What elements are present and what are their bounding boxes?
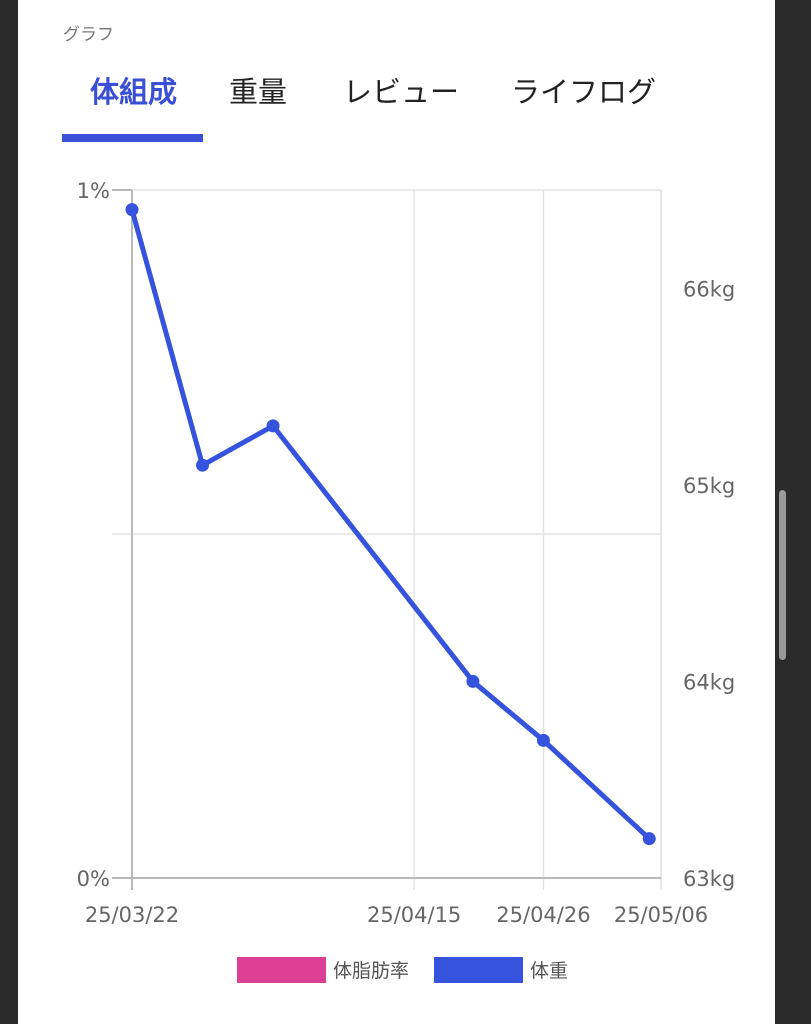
- graph-card: [18, 0, 775, 1024]
- tab-body-composition[interactable]: 体組成: [90, 75, 178, 109]
- weight-series-line: [129, 207, 652, 842]
- x-tick-label: 25/03/22: [85, 903, 179, 927]
- active-tab-indicator: [62, 134, 203, 142]
- section-label: グラフ: [63, 25, 114, 45]
- y-right-tick-label: 65kg: [683, 474, 735, 498]
- weight-data-point: [642, 832, 656, 846]
- chart-legend[interactable]: 体脂肪率 体重: [237, 957, 568, 983]
- y-right-tick-label: 63kg: [683, 867, 735, 891]
- x-tick-label: 25/05/06: [614, 903, 708, 927]
- y-right-tick-label: 66kg: [683, 277, 735, 301]
- weight-data-point: [466, 674, 480, 688]
- chart-series: [125, 203, 656, 846]
- legend-swatch-weight[interactable]: [434, 957, 523, 983]
- tab-lifelog[interactable]: ライフログ: [511, 75, 657, 109]
- legend-swatch-body-fat[interactable]: [237, 957, 326, 983]
- y-left-tick-label: 1%: [77, 179, 110, 203]
- tab-review[interactable]: レビュー: [343, 75, 460, 109]
- scrollbar-thumb[interactable]: [779, 490, 786, 660]
- tab-weight[interactable]: 重量: [229, 75, 288, 109]
- legend-label-body-fat[interactable]: 体脂肪率: [333, 960, 409, 982]
- chart-grid: [112, 189, 662, 890]
- y-right-tick-label: 64kg: [683, 670, 735, 694]
- weight-data-point: [266, 419, 280, 433]
- tab-bar: 体組成 重量 レビュー ライフログ: [0, 0, 811, 150]
- x-tick-label: 25/04/15: [367, 903, 461, 927]
- weight-data-point: [196, 458, 210, 472]
- legend-label-weight[interactable]: 体重: [530, 960, 568, 982]
- weight-data-point: [536, 733, 550, 747]
- weight-data-point: [125, 203, 139, 217]
- x-tick-label: 25/04/26: [496, 903, 590, 927]
- chart-axes: 25/03/22 25/04/15 25/04/26 25/05/06 1% 0% 66kg…: [77, 179, 736, 927]
- y-left-tick-label: 0%: [77, 867, 110, 891]
